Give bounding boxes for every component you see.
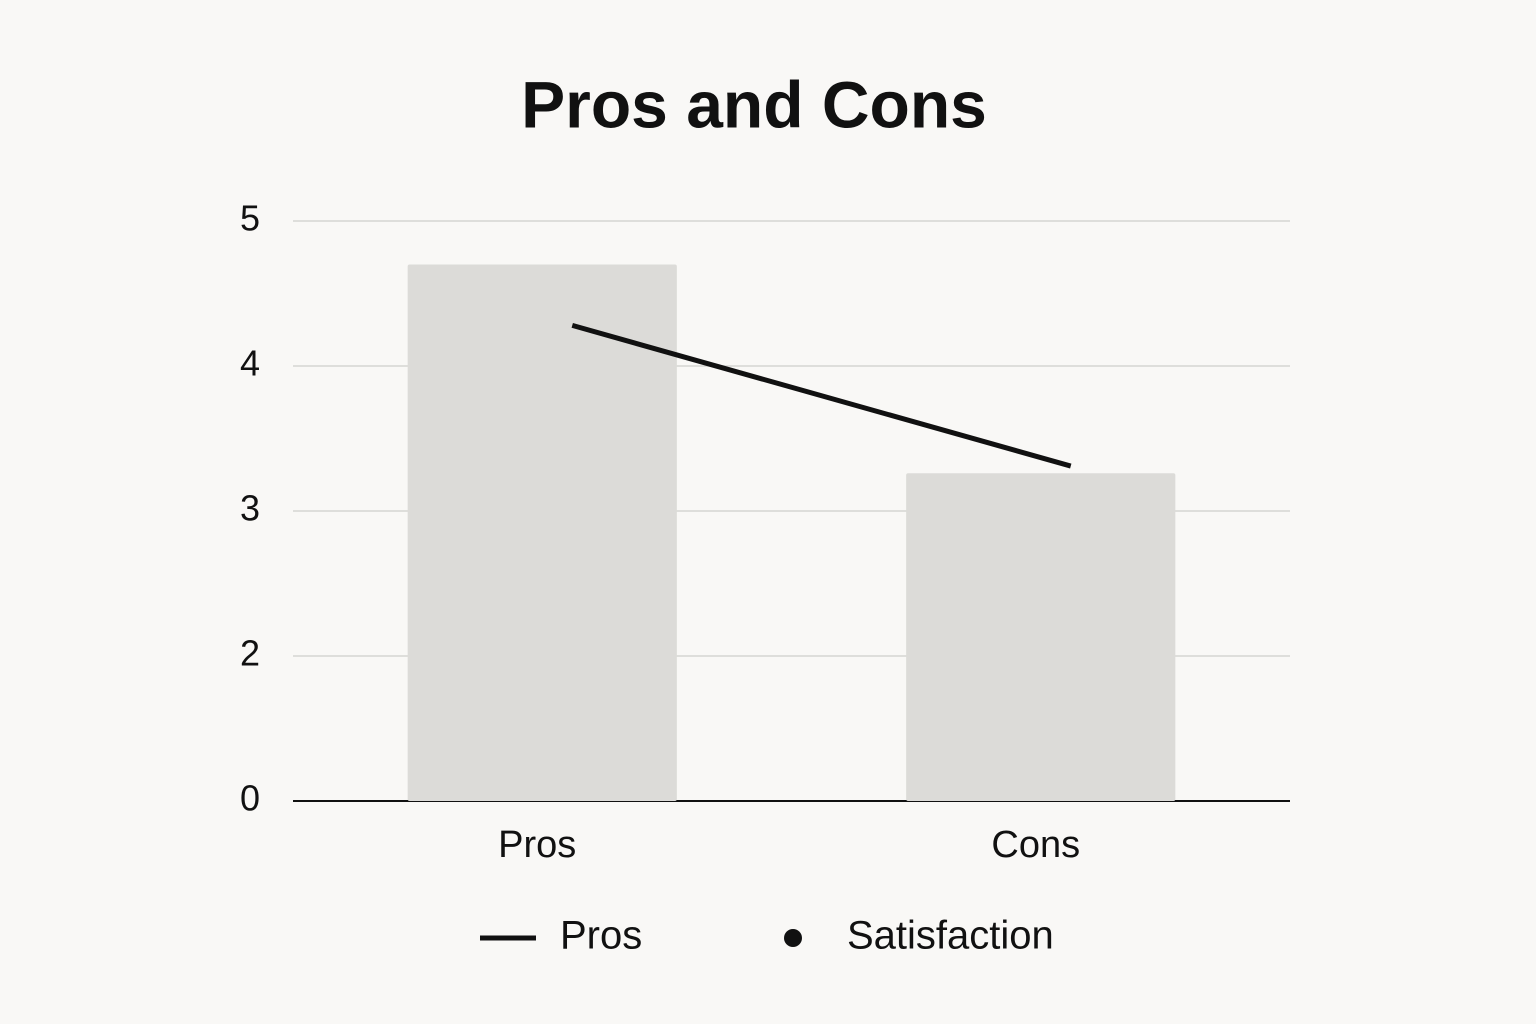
y-tick-label: 5 [240,198,260,239]
y-tick-label: 3 [240,488,260,529]
bar [906,473,1176,801]
bar [407,264,677,801]
x-tick-label: Cons [991,824,1080,866]
legend-label: Pros [560,914,642,958]
y-tick-label: 4 [240,343,260,384]
y-tick-label: 2 [240,633,260,674]
legend-marker [784,929,802,947]
x-tick-label: Pros [498,824,576,866]
line [571,322,1072,469]
y-tick-label: 0 [240,778,260,819]
chart-title: Pros and Cons [521,67,987,141]
legend-label: Satisfaction [847,914,1054,958]
